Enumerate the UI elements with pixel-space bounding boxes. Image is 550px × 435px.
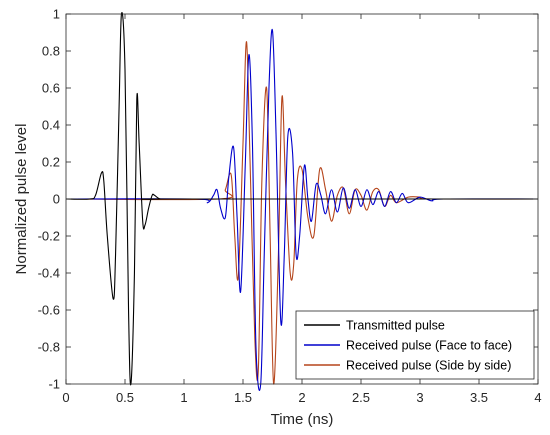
x-tick-label: 3.5 <box>470 390 488 405</box>
y-tick-label: -1 <box>48 377 60 392</box>
x-tick-label: 0 <box>62 390 69 405</box>
y-tick-label: 0 <box>53 192 60 207</box>
x-tick-label: 2 <box>298 390 305 405</box>
legend-label: Received pulse (Side by side) <box>346 359 511 373</box>
y-axis-title: Normalized pulse level <box>13 124 30 275</box>
y-tick-label: 0.4 <box>42 118 60 133</box>
series-line-3 <box>65 41 539 385</box>
legend-label: Received pulse (Face to face) <box>346 339 512 353</box>
x-tick-label: 1 <box>180 390 187 405</box>
y-tick-label: 0.2 <box>42 155 60 170</box>
y-tick-label: 1 <box>53 7 60 22</box>
y-tick-label: 0.8 <box>42 44 60 59</box>
legend: Transmitted pulse Received pulse (Face to… <box>295 310 535 380</box>
series-line-2 <box>65 28 539 391</box>
x-tick-label: 2.5 <box>352 390 370 405</box>
legend-label: Transmitted pulse <box>346 319 445 333</box>
y-tick-label: 0.6 <box>42 81 60 96</box>
y-tick-label: -0.8 <box>38 340 60 355</box>
x-axis-title: Time (ns) <box>271 411 334 428</box>
x-tick-label: 3 <box>416 390 423 405</box>
y-tick-label: -0.2 <box>38 229 60 244</box>
x-tick-label: 4 <box>534 390 541 405</box>
axes-layer: 0 0.5 1 1.5 2 2.5 3 3.5 4 -1 -0.8 -0.6 -0.4 -0.2 0 0.2 0… <box>38 7 542 406</box>
y-tick-label: -0.6 <box>38 303 60 318</box>
x-tick-label: 1.5 <box>234 390 252 405</box>
y-tick-label: -0.4 <box>38 266 60 281</box>
x-tick-label: 0.5 <box>116 390 134 405</box>
